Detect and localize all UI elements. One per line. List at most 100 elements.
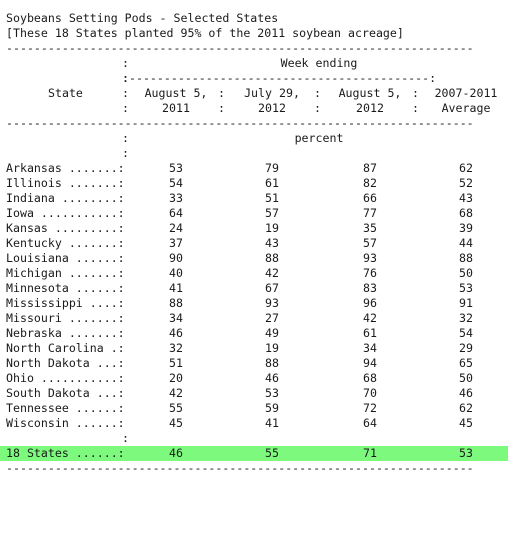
cell-col2: 79 [265,161,279,175]
state-name: North Dakota ...: [6,356,125,370]
table-row: Wisconsin ......: 45 41 64 45 [6,416,506,431]
data-rows: Arkansas .......: 53 79 87 62 Illinois ......… [6,161,506,431]
cell-col3: 76 [363,266,377,280]
table-row: Louisiana ......: 90 88 93 88 [6,251,506,266]
table-row: Illinois .......: 54 61 82 52 [6,176,506,191]
cell-col1: 53 [169,161,183,175]
header-line-3: State : August 5, : July 29, : August 5,… [6,86,506,101]
state-name: Minnesota ......: [6,281,125,295]
cell-col4: 39 [459,221,473,235]
cell-col3: 96 [363,296,377,310]
cell-col1: 24 [169,221,183,235]
col3-header-year: 2012 [356,101,384,115]
col3-header: August 5, [338,86,402,100]
cell-col3: 70 [363,386,377,400]
table-row: Ohio ...........: 20 46 68 50 [6,371,506,386]
state-name: Wisconsin ......: [6,416,125,430]
table-row: North Carolina .: 32 19 34 29 [6,341,506,356]
col2-header-year: 2012 [258,101,286,115]
cell-col3: 57 [363,236,377,250]
cell-col3: 94 [363,356,377,370]
table-row: Minnesota ......: 41 67 83 53 [6,281,506,296]
table-row: Tennessee ......: 55 59 72 62 [6,401,506,416]
cell-col2: 42 [265,266,279,280]
cell-col4: 53 [459,281,473,295]
cell-col2: 88 [265,356,279,370]
bottom-rule: ----------------------------------------… [6,461,474,475]
unit-label: percent [294,131,344,145]
cell-col3: 82 [363,176,377,190]
col1-header-year: 2011 [162,101,190,115]
state-name: Ohio ...........: [6,371,125,385]
report-title: Soybeans Setting Pods - Selected States [6,11,279,25]
table-row: Michigan .......: 40 42 76 50 [6,266,506,281]
state-name: South Dakota ...: [6,386,125,400]
cell-col3: 93 [363,251,377,265]
table-row: Arkansas .......: 53 79 87 62 [6,161,506,176]
cell-col1: 41 [169,281,183,295]
state-name: Michigan .......: [6,266,125,280]
cell-col4: 88 [459,251,473,265]
cell-col1: 46 [169,326,183,340]
cell-col2: 19 [265,341,279,355]
col1-header: August 5, [144,86,208,100]
state-name: Indiana ........: [6,191,125,205]
cell-col4: 65 [459,356,473,370]
spacer-line-2: : [122,431,129,445]
cell-col1: 40 [169,266,183,280]
cell-col4: 50 [459,371,473,385]
cell-col4: 43 [459,191,473,205]
cell-col4: 44 [459,236,473,250]
total-col1: 46 [169,446,183,460]
cell-col4: 62 [459,161,473,175]
cell-col2: 88 [265,251,279,265]
spacer-line: : [122,146,129,160]
header-line-2: : :-------------------------------------… [122,71,437,85]
col2-header: July 29, [244,86,300,100]
cell-col1: 90 [169,251,183,265]
header-rule: ----------------------------------------… [6,116,474,130]
table-row: Kentucky .......: 37 43 57 44 [6,236,506,251]
col4-header-year: Average [441,101,491,115]
total-col4: 53 [459,446,473,460]
cell-col3: 61 [363,326,377,340]
col4-header: 2007-2011 [434,86,498,100]
table-row: Kansas .........: 24 19 35 39 [6,221,506,236]
cell-col4: 54 [459,326,473,340]
cell-col1: 54 [169,176,183,190]
cell-col1: 42 [169,386,183,400]
cell-col1: 33 [169,191,183,205]
state-column-header: State [48,86,83,100]
cell-col1: 88 [169,296,183,310]
cell-col1: 37 [169,236,183,250]
cell-col4: 45 [459,416,473,430]
cell-col2: 27 [265,311,279,325]
cell-col2: 51 [265,191,279,205]
cell-col2: 46 [265,371,279,385]
cell-col3: 66 [363,191,377,205]
top-rule: ----------------------------------------… [6,41,474,55]
cell-col4: 50 [459,266,473,280]
cell-col4: 62 [459,401,473,415]
table-row: North Dakota ...: 51 88 94 65 [6,356,506,371]
cell-col2: 59 [265,401,279,415]
header-line-4: : 2011 : 2012 : 2012 : Average [6,101,506,116]
table-row: Iowa ...........: 64 57 77 68 [6,206,506,221]
cell-col1: 34 [169,311,183,325]
week-ending-label: Week ending [280,56,358,70]
cell-col3: 87 [363,161,377,175]
total-col2: 55 [265,446,279,460]
state-name: Illinois .......: [6,176,125,190]
total-row: 18 States ......: 46 55 71 53 [0,446,508,461]
cell-col3: 35 [363,221,377,235]
cell-col2: 57 [265,206,279,220]
cell-col2: 41 [265,416,279,430]
cell-col3: 34 [363,341,377,355]
state-name: Arkansas .......: [6,161,125,175]
cell-col3: 68 [363,371,377,385]
state-name: Tennessee ......: [6,401,125,415]
cell-col1: 51 [169,356,183,370]
cell-col2: 49 [265,326,279,340]
state-name: Missouri .......: [6,311,125,325]
state-name: Kentucky .......: [6,236,125,250]
